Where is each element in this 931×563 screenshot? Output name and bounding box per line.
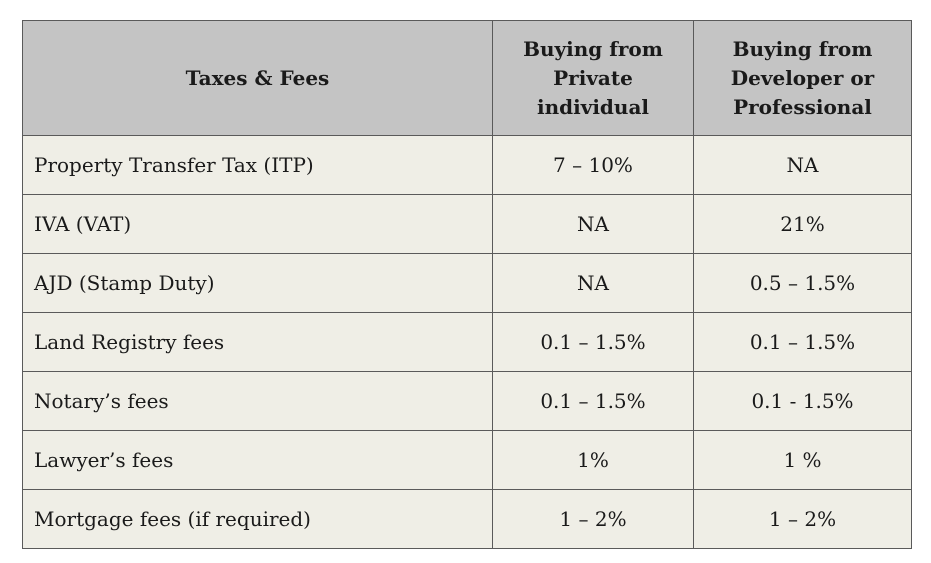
developer-value: NA (693, 135, 912, 195)
private-value: 0.1 – 1.5% (492, 371, 694, 431)
developer-value: 0.1 – 1.5% (693, 312, 912, 372)
developer-value: 1 – 2% (693, 489, 912, 549)
private-value: NA (492, 194, 694, 254)
developer-value: 21% (693, 194, 912, 254)
taxes-fees-table: Taxes & Fees Buying from Private individ… (22, 20, 912, 549)
row-label: Land Registry fees (22, 312, 493, 372)
private-value: 1% (492, 430, 694, 490)
header-private-individual: Buying from Private individual (492, 20, 694, 136)
table-row: Lawyer’s fees 1% 1 % (22, 430, 912, 490)
row-label: AJD (Stamp Duty) (22, 253, 493, 313)
row-label: IVA (VAT) (22, 194, 493, 254)
table-row: Property Transfer Tax (ITP) 7 – 10% NA (22, 135, 912, 195)
developer-value: 1 % (693, 430, 912, 490)
table-row: AJD (Stamp Duty) NA 0.5 – 1.5% (22, 253, 912, 313)
table-row: Land Registry fees 0.1 – 1.5% 0.1 – 1.5% (22, 312, 912, 372)
header-taxes-fees: Taxes & Fees (22, 20, 493, 136)
row-label: Notary’s fees (22, 371, 493, 431)
table-row: Mortgage fees (if required) 1 – 2% 1 – 2… (22, 489, 912, 549)
private-value: 0.1 – 1.5% (492, 312, 694, 372)
row-label: Mortgage fees (if required) (22, 489, 493, 549)
private-value: 1 – 2% (492, 489, 694, 549)
private-value: 7 – 10% (492, 135, 694, 195)
private-value: NA (492, 253, 694, 313)
developer-value: 0.5 – 1.5% (693, 253, 912, 313)
table-row: IVA (VAT) NA 21% (22, 194, 912, 254)
row-label: Property Transfer Tax (ITP) (22, 135, 493, 195)
header-developer-professional: Buying from Developer or Professional (693, 20, 912, 136)
developer-value: 0.1 - 1.5% (693, 371, 912, 431)
header-row: Taxes & Fees Buying from Private individ… (22, 20, 912, 136)
row-label: Lawyer’s fees (22, 430, 493, 490)
table-row: Notary’s fees 0.1 – 1.5% 0.1 - 1.5% (22, 371, 912, 431)
fees-table-container: Taxes & Fees Buying from Private individ… (22, 20, 912, 549)
